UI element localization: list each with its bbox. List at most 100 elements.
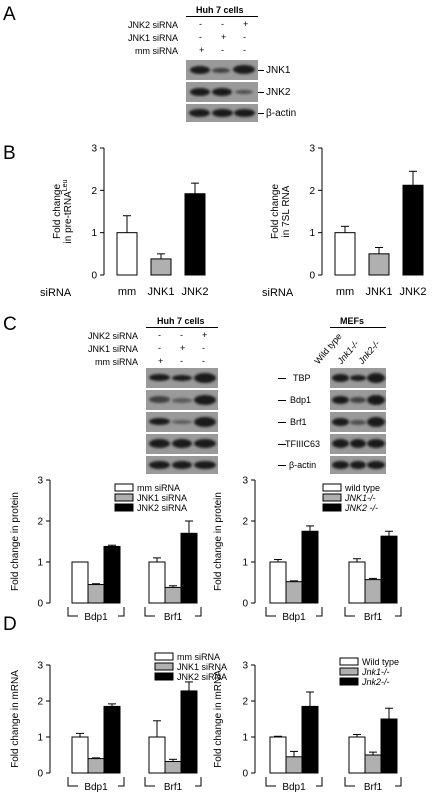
huh7-header: Huh 7 cells xyxy=(196,5,244,15)
y-tick-label: 1 xyxy=(37,733,43,744)
panel-letter-c: C xyxy=(3,314,17,335)
bar xyxy=(301,705,319,774)
legend-label: Wild type xyxy=(362,657,399,667)
y-tick-label: 0 xyxy=(37,769,43,780)
legend-label: Jnk1-/- xyxy=(361,667,390,677)
header-rule xyxy=(186,16,258,17)
group-bracket xyxy=(265,777,323,787)
group-bracket xyxy=(67,607,125,617)
y-tick-label: 3 xyxy=(242,476,248,487)
y-tick-label: 2 xyxy=(242,517,248,528)
legend-swatch xyxy=(322,493,342,502)
group-bracket xyxy=(344,607,402,617)
blot-brf1-mef xyxy=(330,412,386,432)
sign: - xyxy=(199,19,202,29)
legend-swatch xyxy=(154,672,174,681)
panel-letter-b: B xyxy=(3,143,16,164)
mefs-header: MEFs xyxy=(340,316,365,326)
bar xyxy=(364,754,382,774)
bar xyxy=(71,561,89,604)
legend-label: JNK2 -/- xyxy=(344,503,378,513)
bar xyxy=(348,736,366,774)
blot-tfiiic-mef xyxy=(330,434,386,454)
sign: + xyxy=(180,343,186,353)
blot-jnk1 xyxy=(186,60,258,80)
y-tick-label: 3 xyxy=(91,144,97,155)
category-label: JNK1 xyxy=(148,286,175,298)
legend-label: Jnk2-/- xyxy=(361,677,390,687)
y-tick-label: 0 xyxy=(309,271,315,282)
legend-swatch xyxy=(339,657,359,666)
legend-label: wild type xyxy=(344,483,380,493)
sign: + xyxy=(158,356,164,366)
y-axis-label: Fold change in protein xyxy=(213,492,224,591)
legend-swatch xyxy=(114,493,134,502)
blot-bdp1-huh xyxy=(146,390,218,410)
legend-label: JNK1-/- xyxy=(344,493,376,503)
row-label-jnk1: JNK1 siRNA xyxy=(127,33,178,43)
blot-jnk2 xyxy=(186,82,258,102)
y-tick-label: 2 xyxy=(37,697,43,708)
group-bracket xyxy=(144,607,202,617)
legend-swatch xyxy=(154,652,174,661)
blot-actin xyxy=(186,104,258,122)
legend-swatch xyxy=(322,503,342,512)
huh7-header-c: Huh 7 cells xyxy=(157,316,205,326)
sign: + xyxy=(202,330,208,340)
blot-actin-huh xyxy=(146,456,218,474)
sign: - xyxy=(221,19,224,29)
sign: - xyxy=(243,45,246,55)
group-label: Bdp1 xyxy=(282,782,306,793)
sign: + xyxy=(199,45,205,55)
blot-label-brf1: Brf1 xyxy=(290,417,307,427)
row-label-mm: mm siRNA xyxy=(135,46,178,56)
blot-label-jnk2: JNK2 xyxy=(266,87,291,98)
blot-actin-mef xyxy=(330,456,386,474)
category-label: mm xyxy=(118,286,136,298)
category-label: JNK2 xyxy=(400,286,427,298)
c-row-label-jnk1: JNK1 siRNA xyxy=(87,344,138,354)
legend-swatch xyxy=(154,662,174,671)
sign: - xyxy=(199,32,202,42)
group-bracket xyxy=(265,607,323,617)
bar xyxy=(269,736,287,774)
y-axis-label: Fold changein 7SL RNA xyxy=(270,184,292,239)
bar xyxy=(285,756,303,774)
category-label: JNK1 xyxy=(366,286,393,298)
sirna-label-right: siRNA xyxy=(262,287,294,299)
group-label: Brf1 xyxy=(364,782,383,793)
sign: - xyxy=(180,356,183,366)
group-bracket xyxy=(144,777,202,787)
sign: - xyxy=(243,32,246,42)
legend-swatch xyxy=(339,677,359,686)
sign: + xyxy=(243,19,249,29)
blot-label-tbp: TBP xyxy=(293,373,311,383)
category-label: JNK2 xyxy=(182,286,209,298)
y-tick-label: 3 xyxy=(309,144,315,155)
blot-bdp1-mef xyxy=(330,390,386,410)
y-tick-label: 3 xyxy=(37,476,43,487)
y-tick-label: 0 xyxy=(242,599,248,610)
group-label: Bdp1 xyxy=(282,612,306,623)
y-axis-label: Fold change in mRNA xyxy=(213,670,224,768)
blot-tbp-huh xyxy=(146,368,218,388)
sign: - xyxy=(221,45,224,55)
y-axis-label: Fold change in protein xyxy=(10,492,21,591)
row-label-jnk2: JNK2 siRNA xyxy=(127,20,178,30)
c-row-label-mm: mm siRNA xyxy=(95,357,138,367)
sign: - xyxy=(202,356,205,366)
panel-letter-a: A xyxy=(3,4,16,25)
y-tick-label: 2 xyxy=(37,517,43,528)
c-row-label-jnk2: JNK2 siRNA xyxy=(87,331,138,341)
legend-label: JNK2 siRNA xyxy=(177,672,227,682)
legend-label: JNK2 siRNA xyxy=(137,503,187,513)
sign: - xyxy=(158,330,161,340)
legend-label: mm siRNA xyxy=(137,483,180,493)
legend-label: JNK1 siRNA xyxy=(137,493,187,503)
sirna-label-left: siRNA xyxy=(40,287,72,299)
